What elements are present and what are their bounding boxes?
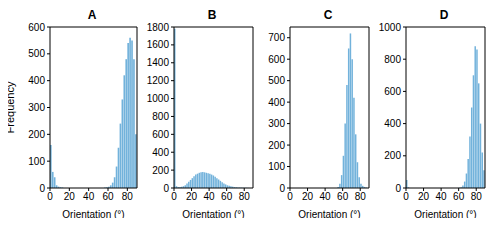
svg-text:20: 20	[186, 191, 198, 202]
svg-text:40: 40	[204, 191, 216, 202]
svg-text:0: 0	[39, 183, 45, 194]
svg-text:400: 400	[152, 147, 169, 158]
svg-text:Frequency: Frequency	[8, 81, 16, 133]
svg-text:0: 0	[171, 191, 177, 202]
svg-text:1400: 1400	[147, 57, 170, 68]
svg-text:80: 80	[471, 191, 483, 202]
svg-text:Orientation (°): Orientation (°)	[62, 209, 124, 218]
svg-text:1600: 1600	[147, 39, 170, 50]
svg-text:60: 60	[221, 191, 233, 202]
svg-text:Orientation (°): Orientation (°)	[298, 209, 360, 218]
svg-text:80: 80	[122, 191, 134, 202]
svg-text:60: 60	[102, 191, 114, 202]
html-text:A: A	[87, 8, 97, 22]
svg-text:200: 200	[268, 140, 285, 151]
svg-text:100: 100	[28, 156, 45, 167]
svg-text:0: 0	[395, 183, 401, 194]
svg-text:400: 400	[268, 97, 285, 108]
svg-text:0: 0	[287, 191, 293, 202]
svg-text:200: 200	[152, 165, 169, 176]
svg-text:300: 300	[28, 102, 45, 113]
svg-text:20: 20	[418, 191, 430, 202]
svg-text:600: 600	[268, 54, 285, 65]
svg-text:100: 100	[268, 161, 285, 172]
svg-text:400: 400	[28, 75, 45, 86]
svg-text:40: 40	[436, 191, 448, 202]
svg-text:0: 0	[47, 191, 53, 202]
svg-text:1000: 1000	[379, 22, 402, 33]
svg-text:500: 500	[28, 48, 45, 59]
svg-text:600: 600	[152, 129, 169, 140]
svg-text:80: 80	[239, 191, 251, 202]
svg-text:80: 80	[355, 191, 367, 202]
html-text:B: B	[207, 8, 217, 22]
html-text:C: C	[323, 8, 333, 22]
svg-text:300: 300	[268, 118, 285, 129]
svg-text:200: 200	[384, 150, 401, 161]
svg-text:600: 600	[384, 86, 401, 97]
svg-text:60: 60	[453, 191, 465, 202]
svg-text:1200: 1200	[147, 75, 170, 86]
svg-text:Orientation (°): Orientation (°)	[414, 209, 476, 218]
svg-text:0: 0	[279, 183, 285, 194]
svg-text:20: 20	[64, 191, 76, 202]
svg-text:1800: 1800	[147, 22, 170, 33]
svg-text:700: 700	[268, 32, 285, 43]
svg-text:0: 0	[403, 191, 409, 202]
svg-text:20: 20	[302, 191, 314, 202]
svg-text:60: 60	[337, 191, 349, 202]
svg-text:Orientation (°): Orientation (°)	[182, 209, 244, 218]
svg-text:1000: 1000	[147, 93, 170, 104]
svg-text:40: 40	[320, 191, 332, 202]
svg-text:800: 800	[152, 111, 169, 122]
svg-text:400: 400	[384, 118, 401, 129]
svg-text:500: 500	[268, 75, 285, 86]
svg-text:200: 200	[28, 129, 45, 140]
svg-text:40: 40	[83, 191, 95, 202]
html-text:D: D	[439, 8, 449, 22]
svg-text:600: 600	[28, 22, 45, 33]
svg-text:0: 0	[163, 183, 169, 194]
svg-text:800: 800	[384, 54, 401, 65]
